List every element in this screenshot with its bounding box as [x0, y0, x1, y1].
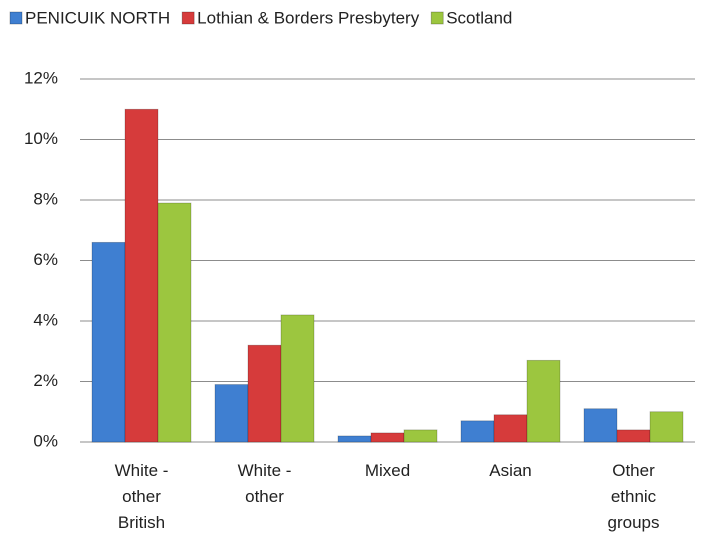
bar — [403, 429, 438, 443]
y-tick-label: 0% — [33, 431, 58, 450]
bar — [583, 408, 618, 443]
bar — [214, 384, 249, 443]
x-tick-label: Other ethnic groups — [607, 461, 660, 532]
bar — [124, 108, 159, 443]
x-tick-label: Asian — [489, 461, 532, 480]
bar — [493, 414, 528, 443]
bar — [337, 435, 372, 443]
y-tick-label: 4% — [33, 310, 58, 329]
bar — [247, 344, 282, 443]
legend-label: Lothian & Borders Presbytery — [197, 8, 420, 27]
legend-swatch — [9, 11, 23, 25]
bar — [616, 429, 651, 443]
bar — [526, 359, 561, 443]
bar — [157, 202, 192, 443]
legend-swatch — [430, 11, 444, 25]
x-tick-label: Mixed — [364, 461, 411, 480]
legend-label: Scotland — [446, 8, 512, 27]
y-tick-label: 2% — [33, 371, 58, 390]
y-tick-label: 10% — [24, 129, 58, 148]
legend-label: PENICUIK NORTH — [25, 8, 170, 27]
legend-swatch — [181, 11, 195, 25]
bar — [370, 432, 405, 443]
x-tick-label: White - other — [237, 461, 292, 506]
x-tick-label: White - other British — [114, 461, 169, 532]
y-tick-label: 6% — [33, 250, 58, 269]
y-tick-label: 8% — [33, 189, 58, 208]
bar — [280, 314, 315, 443]
bar — [649, 411, 684, 443]
y-tick-label: 12% — [24, 68, 58, 87]
bar — [91, 241, 126, 443]
bar — [460, 420, 495, 443]
